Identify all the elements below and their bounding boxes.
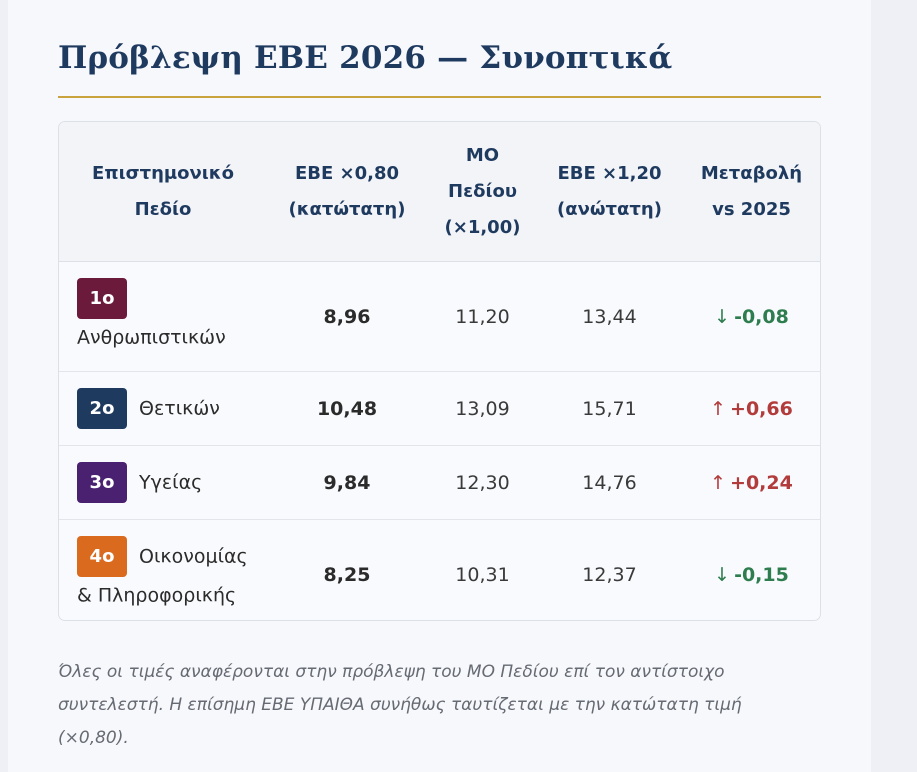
field-name: Θετικών: [139, 397, 220, 420]
table-header-row: Επιστημονικό Πεδίο ΕΒΕ ×0,80 (κατώτατη) …: [59, 122, 820, 262]
field-number-badge: 4ο: [77, 535, 127, 577]
field-name: Οικονομίας & Πληροφορικής: [77, 545, 248, 607]
field-number-badge: 1ο: [77, 277, 127, 319]
header-delta: Μεταβολή vs 2025: [681, 122, 820, 262]
arrow-down-icon: ↓: [714, 563, 731, 586]
mean-value: 11,20: [427, 261, 538, 372]
delta-value: ↓ -0,08: [681, 261, 820, 372]
field-name: Ανθρωπιστικών: [77, 326, 226, 349]
arrow-up-icon: ↑: [710, 471, 727, 494]
field-cell: 1ο Ανθρωπιστικών: [59, 261, 267, 372]
table-row: 1ο Ανθρωπιστικών 8,96 11,20 13,44 ↓ -0,08: [59, 261, 820, 372]
delta-number: +0,24: [730, 471, 793, 494]
delta-value: ↓ -0,15: [681, 520, 820, 621]
low-value: 10,48: [267, 371, 427, 446]
table-row: 3ο Υγείας 9,84 12,30 14,76 ↑ +0,24: [59, 445, 820, 520]
high-value: 14,76: [538, 445, 681, 520]
field-cell: 3ο Υγείας: [59, 445, 267, 520]
delta-number: -0,15: [734, 563, 789, 586]
mean-value: 13,09: [427, 371, 538, 446]
page-title: Πρόβλεψη ΕΒΕ 2026 — Συνοπτικά: [58, 40, 673, 76]
field-number-badge: 3ο: [77, 462, 127, 503]
mean-value: 10,31: [455, 563, 510, 586]
title-divider: [58, 96, 821, 98]
low-value: 8,25: [323, 563, 371, 586]
table-row: 4ο Οικονομίας & Πληροφορικής 8,25 10,31 …: [59, 520, 820, 621]
low-value: 8,96: [267, 261, 427, 372]
delta-value: ↑ +0,24: [681, 445, 820, 520]
field-cell: 2ο Θετικών: [59, 371, 267, 446]
high-value: 12,37: [582, 563, 637, 586]
summary-table: Επιστημονικό Πεδίο ΕΒΕ ×0,80 (κατώτατη) …: [59, 122, 820, 621]
content-card: Πρόβλεψη ΕΒΕ 2026 — Συνοπτικά Επιστημονι…: [8, 0, 871, 772]
delta-value: ↑ +0,66: [681, 371, 820, 446]
delta-number: +0,66: [730, 397, 793, 420]
table-row: 2ο Θετικών 10,48 13,09 15,71 ↑ +0,66: [59, 371, 820, 446]
field-name: Υγείας: [139, 471, 203, 494]
field-cell: 4ο Οικονομίας & Πληροφορικής: [59, 520, 267, 621]
mean-value: 12,30: [427, 445, 538, 520]
header-high: ΕΒΕ ×1,20 (ανώτατη): [538, 122, 681, 262]
header-low: ΕΒΕ ×0,80 (κατώτατη): [267, 122, 427, 262]
header-mean: ΜΟ Πεδίου (×1,00): [427, 122, 538, 262]
summary-table-container: Επιστημονικό Πεδίο ΕΒΕ ×0,80 (κατώτατη) …: [58, 121, 821, 621]
arrow-down-icon: ↓: [714, 305, 731, 328]
arrow-up-icon: ↑: [710, 397, 727, 420]
high-value: 15,71: [538, 371, 681, 446]
low-value: 9,84: [267, 445, 427, 520]
footnote: Όλες οι τιμές αναφέρονται στην πρόβλεψη …: [58, 662, 742, 748]
high-value: 13,44: [538, 261, 681, 372]
field-number-badge: 2ο: [77, 388, 127, 429]
delta-number: -0,08: [734, 305, 789, 328]
header-field: Επιστημονικό Πεδίο: [59, 122, 267, 262]
